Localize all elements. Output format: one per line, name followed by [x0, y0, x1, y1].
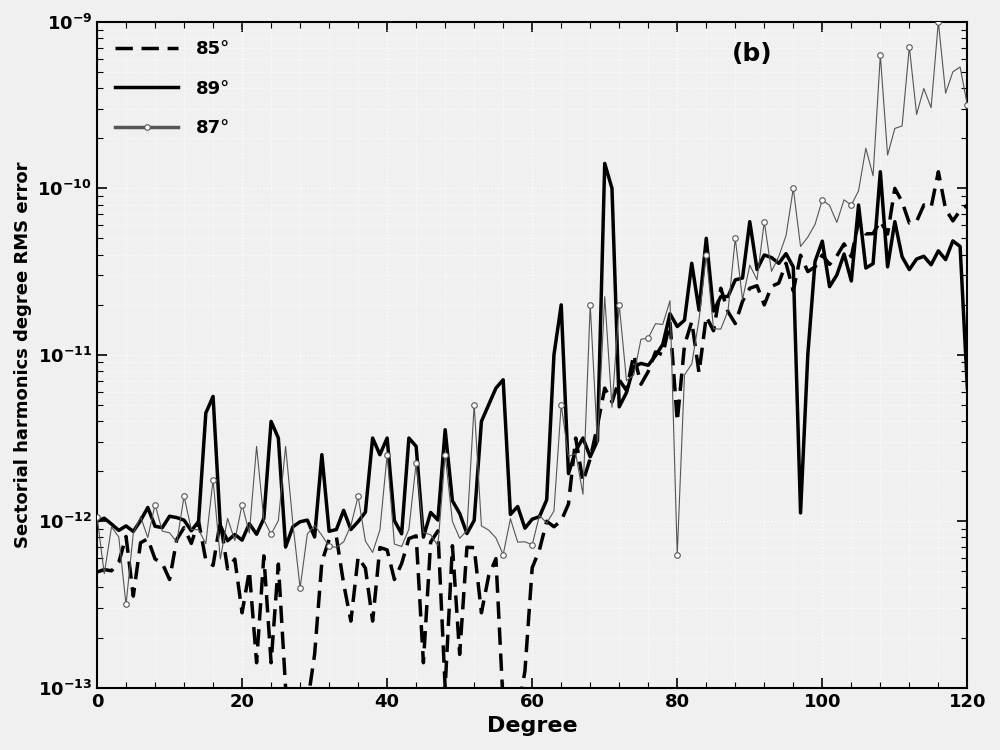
85°: [294, 716, 306, 725]
89°: [91, 517, 103, 526]
85°: [911, 217, 923, 226]
Legend: 85°, 89°, 87°: 85°, 89°, 87°: [106, 31, 240, 146]
89°: [599, 159, 611, 168]
Text: (b): (b): [732, 42, 773, 66]
87°: [301, 530, 313, 538]
85°: [178, 524, 190, 532]
89°: [918, 252, 930, 261]
85°: [461, 543, 473, 552]
89°: [301, 515, 313, 524]
87°: [642, 334, 654, 343]
87°: [686, 359, 698, 368]
85°: [642, 367, 654, 376]
87°: [185, 525, 197, 534]
89°: [178, 516, 190, 525]
89°: [280, 542, 292, 551]
85°: [91, 568, 103, 577]
87°: [911, 110, 923, 118]
87°: [932, 17, 944, 26]
87°: [468, 400, 480, 410]
87°: [961, 100, 973, 109]
87°: [91, 512, 103, 521]
Line: 85°: 85°: [97, 172, 967, 729]
85°: [932, 167, 944, 176]
85°: [686, 317, 698, 326]
89°: [693, 306, 705, 315]
89°: [961, 383, 973, 392]
X-axis label: Degree: Degree: [487, 716, 578, 736]
85°: [504, 724, 516, 734]
89°: [649, 351, 661, 360]
Line: 89°: 89°: [97, 164, 967, 547]
89°: [468, 516, 480, 525]
Line: 87°: 87°: [94, 20, 970, 608]
85°: [961, 200, 973, 209]
Y-axis label: Sectorial harmonics degree RMS error: Sectorial harmonics degree RMS error: [14, 161, 32, 548]
87°: [120, 600, 132, 609]
